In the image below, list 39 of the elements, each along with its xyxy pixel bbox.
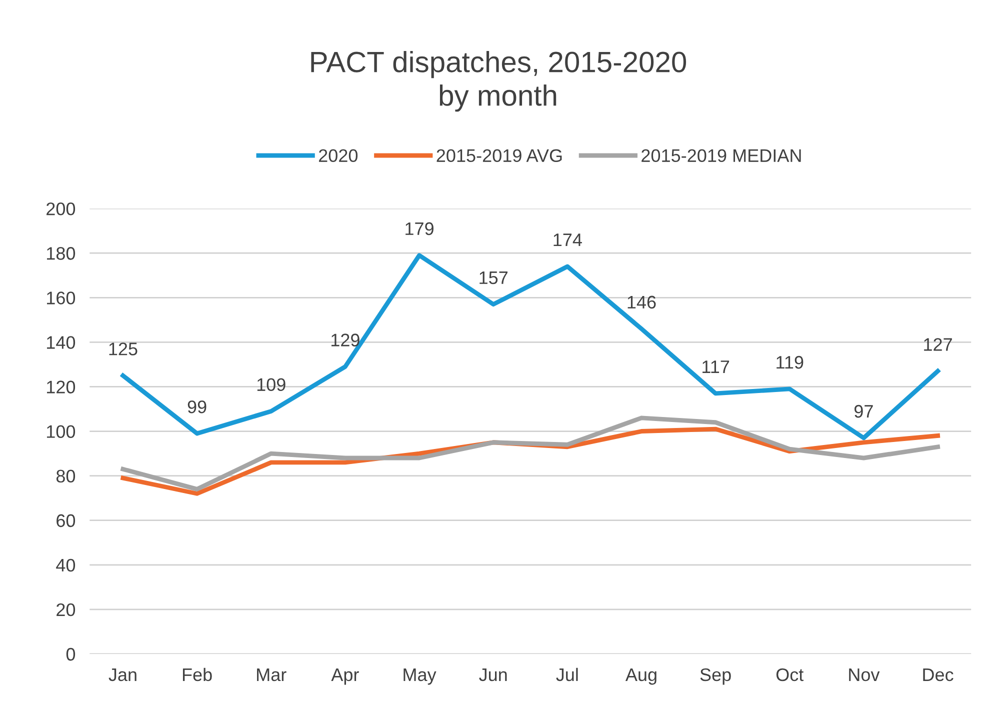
y-tick-label: 0: [66, 648, 76, 661]
chart-title: PACT dispatches, 2015-2020 by month: [311, 50, 686, 112]
x-tick-label: Oct: [776, 668, 804, 682]
y-tick-label: 60: [56, 514, 76, 528]
data-label: 129: [332, 334, 360, 346]
data-label: 97: [854, 404, 873, 418]
y-tick-label: 20: [56, 603, 76, 616]
data-label: 174: [554, 234, 582, 246]
x-tick-label: Apr: [331, 668, 359, 685]
x-tick-label: Nov: [849, 668, 880, 682]
y-tick-label: 80: [56, 470, 76, 483]
y-tick-label: 200: [46, 202, 76, 216]
y-tick-label: 120: [47, 380, 76, 394]
x-tick-label: Jun: [479, 668, 507, 682]
legend-label: 2015-2019 MEDIAN: [642, 149, 801, 162]
x-tick-label: Sep: [700, 668, 731, 685]
data-label: 99: [188, 400, 206, 414]
x-tick-label: May: [404, 668, 436, 685]
legend-label: 2020: [318, 149, 358, 162]
x-tick-label: Mar: [257, 668, 286, 682]
x-tick-label: Dec: [923, 668, 954, 682]
data-label: 127: [924, 338, 952, 351]
y-tick-label: 180: [47, 247, 76, 260]
y-tick-label: 160: [47, 292, 76, 304]
x-tick-label: Aug: [625, 668, 656, 685]
y-tick-label: 140: [47, 336, 76, 349]
y-tick-label: 100: [47, 425, 76, 438]
data-label: 146: [628, 296, 656, 309]
data-label: 117: [702, 360, 730, 373]
data-label: 157: [480, 271, 508, 284]
y-tick-label: 40: [56, 558, 76, 572]
data-label: 119: [776, 356, 804, 369]
data-label: 179: [406, 222, 434, 236]
data-label: 109: [257, 378, 286, 391]
data-label: 125: [109, 342, 138, 356]
legend-label: 2015-2019 AVG: [436, 149, 562, 162]
x-tick-label: Jul: [556, 668, 578, 682]
x-tick-label: Jan: [108, 668, 136, 682]
x-tick-label: Feb: [182, 668, 212, 682]
